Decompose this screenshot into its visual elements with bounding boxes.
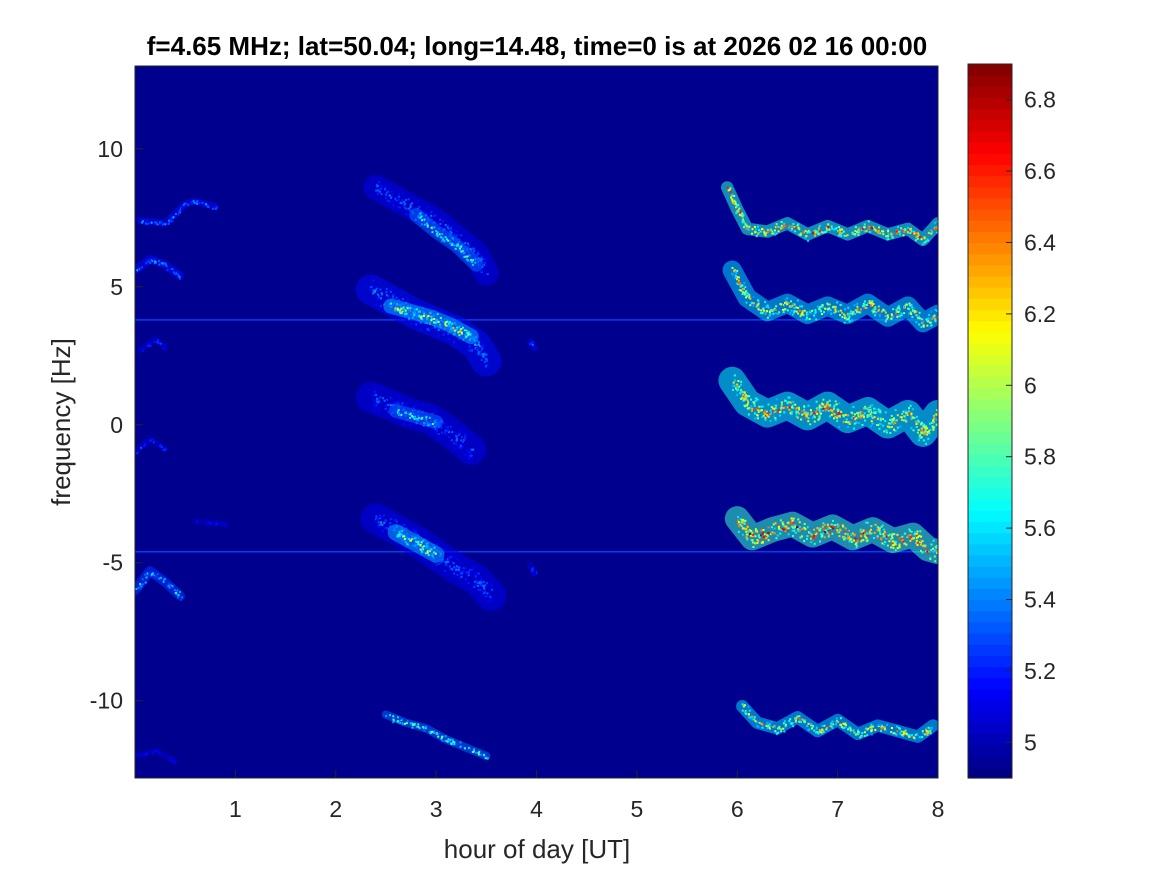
colorbar-tick-label: 6.6 — [1024, 158, 1056, 184]
y-tick-label: -10 — [90, 688, 123, 714]
x-tick-label: 3 — [430, 796, 443, 822]
colorbar-tick-label: 5.2 — [1024, 658, 1056, 684]
y-tick-label: 0 — [110, 412, 123, 438]
emission-trace-14 — [389, 404, 444, 429]
x-axis-label: hour of day [UT] — [444, 834, 630, 864]
emission-trace-8 — [192, 518, 229, 527]
chart-title: f=4.65 MHz; lat=50.04; long=14.48, time=… — [147, 31, 927, 61]
colorbar-frame — [967, 63, 1013, 779]
emission-trace-22 — [718, 366, 938, 447]
y-tick-label: 5 — [110, 274, 123, 300]
emission-trace-10 — [409, 208, 484, 272]
y-axis-label: frequency [Hz] — [46, 338, 76, 506]
x-tick-label: 8 — [932, 796, 945, 822]
emission-trace-2 — [136, 197, 219, 227]
colorbar-tick-label: 6.8 — [1024, 87, 1056, 113]
emission-trace-4 — [137, 336, 168, 354]
spectrogram-plot-area — [134, 65, 939, 779]
colorbar-ticks: 6.8 6.6 6.4 6.2 6 5.8 5.6 5.4 5.2 5 — [1006, 87, 1056, 755]
x-tick-label: 5 — [630, 796, 643, 822]
y-axis-ticks: 10 5 0 -5 -10 — [90, 136, 143, 714]
colorbar-tick-label: 6.4 — [1024, 230, 1056, 256]
x-tick-label: 7 — [831, 796, 844, 822]
y-tick-label: 10 — [97, 136, 123, 162]
emission-trace-17 — [381, 710, 491, 761]
emission-trace-3 — [135, 255, 185, 280]
x-tick-label: 4 — [530, 796, 543, 822]
colorbar-tick-label: 5 — [1024, 729, 1037, 755]
x-tick-label: 6 — [731, 796, 744, 822]
y-tick-label: -5 — [103, 550, 123, 576]
emission-trace-20 — [721, 181, 938, 247]
x-tick-label: 1 — [229, 796, 242, 822]
emission-trace-7 — [135, 747, 178, 765]
colorbar-tick-label: 6 — [1024, 372, 1037, 398]
emission-trace-16 — [387, 524, 445, 563]
spectrogram-marks — [135, 175, 938, 765]
emission-trace-19 — [527, 562, 538, 578]
emission-trace-24 — [736, 700, 938, 743]
colorbar-tick-label: 5.6 — [1024, 515, 1056, 541]
x-tick-label: 2 — [329, 796, 342, 822]
emission-trace-12 — [383, 298, 479, 345]
colorbar: 6.8 6.6 6.4 6.2 6 5.8 5.6 5.4 5.2 5 — [967, 63, 1056, 779]
emission-trace-21 — [722, 260, 938, 333]
emission-trace-23 — [724, 506, 938, 565]
colorbar-tick-label: 5.8 — [1024, 444, 1056, 470]
x-axis-ticks: 1 2 3 4 5 6 7 8 — [229, 770, 944, 822]
colorbar-gradient — [968, 64, 1012, 779]
colorbar-tick-label: 6.2 — [1024, 301, 1056, 327]
emission-trace-6 — [135, 566, 185, 601]
colorbar-tick-label: 5.4 — [1024, 587, 1056, 613]
emission-trace-5 — [135, 435, 168, 456]
emission-trace-18 — [527, 338, 538, 351]
